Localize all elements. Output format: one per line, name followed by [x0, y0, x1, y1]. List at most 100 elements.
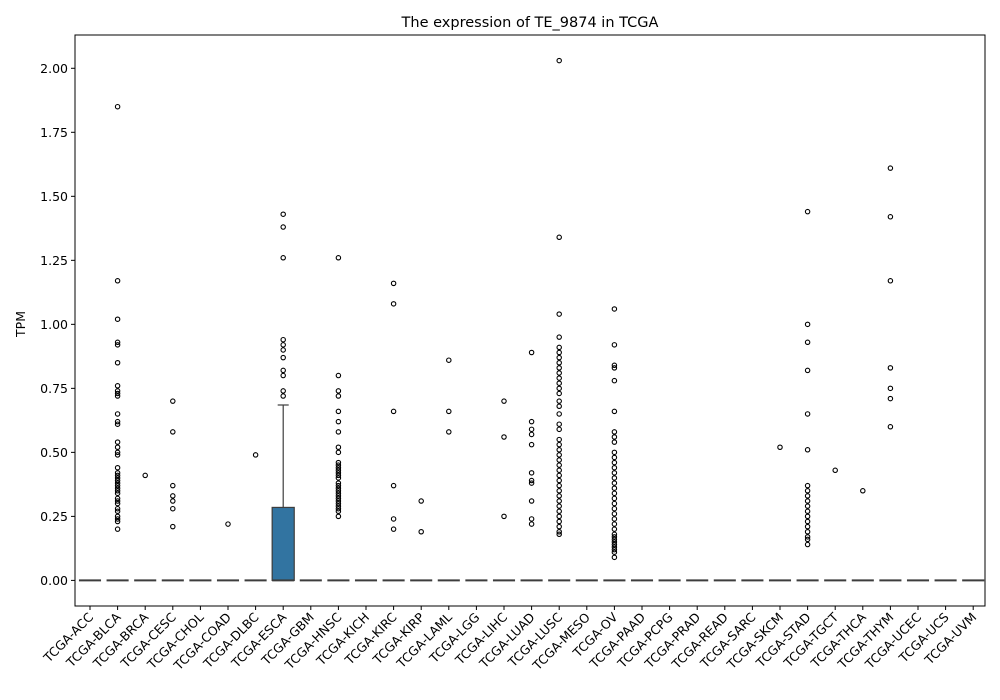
outlier-point — [446, 408, 452, 415]
outlier-point — [611, 521, 618, 527]
outlier-point — [114, 339, 121, 346]
outlier-point — [114, 452, 121, 458]
outlier-point — [528, 470, 535, 476]
outlier-point — [114, 482, 121, 489]
box-tcga-stad — [796, 208, 819, 582]
outlier-point — [611, 434, 618, 440]
outlier-point — [556, 447, 562, 453]
outlier-point — [556, 344, 562, 351]
outlier-point — [114, 444, 121, 450]
outlier-point — [887, 165, 894, 171]
outlier-point — [114, 359, 121, 366]
outlier-point — [804, 523, 811, 530]
outlier-point — [335, 467, 342, 474]
outlier-point — [556, 359, 562, 366]
outlier-point — [335, 470, 342, 476]
outlier-point — [611, 539, 618, 545]
outlier-point — [335, 503, 342, 509]
outlier-point — [390, 301, 397, 307]
outlier-point — [556, 365, 562, 371]
outlier-point — [804, 411, 811, 417]
outlier-point — [556, 528, 562, 535]
box-iqr — [271, 506, 295, 581]
outlier-point — [114, 500, 121, 507]
outlier-point — [556, 457, 562, 463]
outlier-point — [556, 411, 562, 417]
outlier-point — [804, 367, 811, 374]
outlier-point — [556, 334, 562, 340]
outlier-point — [335, 388, 342, 394]
outlier-point — [556, 493, 562, 499]
outlier-point — [335, 475, 342, 481]
outlier-point — [556, 531, 562, 538]
y-tick-label: 1.00 — [40, 317, 68, 332]
plot-area — [78, 57, 985, 582]
outlier-point — [611, 495, 618, 502]
outlier-point — [556, 57, 562, 64]
y-tick-label: 0.75 — [40, 381, 68, 396]
outlier-point — [528, 431, 535, 438]
outlier-point — [390, 516, 397, 522]
outlier-point — [556, 370, 562, 376]
outlier-point — [887, 365, 894, 371]
box-tcga-thym — [879, 165, 902, 582]
box-tcga-kirc — [382, 280, 405, 582]
outlier-point — [335, 464, 342, 471]
outlier-point — [556, 398, 562, 404]
outlier-point — [335, 408, 342, 415]
outlier-point — [335, 255, 342, 261]
outlier-point — [556, 472, 562, 479]
y-tick-label: 2.00 — [40, 61, 68, 76]
outlier-point — [556, 234, 562, 241]
outlier-point — [114, 449, 121, 456]
outlier-point — [114, 383, 121, 389]
outlier-point — [335, 372, 342, 379]
outlier-point — [114, 388, 121, 394]
outlier-point — [832, 467, 838, 474]
outlier-point — [611, 475, 618, 481]
outlier-point — [390, 526, 397, 532]
outlier-point — [446, 429, 452, 435]
outlier-point — [335, 493, 342, 499]
box-tcga-tgct — [824, 467, 847, 582]
outlier-point — [335, 513, 342, 520]
box-tcga-hnsc — [327, 255, 350, 582]
outlier-point — [114, 488, 121, 494]
outlier-point — [170, 398, 176, 404]
outlier-point — [804, 488, 811, 494]
outlier-point — [114, 526, 121, 532]
outlier-point — [142, 472, 148, 479]
outlier-point — [804, 528, 811, 535]
box-tcga-cesc — [161, 398, 184, 582]
outlier-point — [611, 541, 618, 548]
outlier-point — [280, 342, 286, 348]
outlier-point — [446, 357, 452, 363]
outlier-point — [114, 470, 121, 476]
outlier-point — [611, 362, 618, 369]
outlier-point — [556, 477, 562, 484]
outlier-point — [611, 549, 618, 555]
outlier-point — [114, 508, 121, 515]
outlier-point — [335, 508, 342, 515]
outlier-point — [528, 498, 535, 504]
outlier-point — [611, 516, 618, 522]
outlier-point — [170, 498, 176, 504]
outlier-point — [611, 500, 618, 507]
outlier-point — [390, 408, 397, 415]
outlier-point — [611, 490, 618, 497]
box-tcga-blca — [106, 103, 129, 582]
outlier-point — [114, 490, 121, 497]
outlier-point — [804, 534, 811, 540]
y-axis-label: TPM — [13, 311, 28, 338]
outlier-point — [280, 393, 286, 399]
outlier-point — [804, 508, 811, 515]
outlier-point — [556, 421, 562, 427]
outlier-point — [114, 505, 121, 512]
outlier-point — [611, 306, 618, 312]
outlier-point — [225, 521, 231, 527]
outlier-point — [335, 472, 342, 479]
box-tcga-skcm — [768, 444, 792, 582]
outlier-point — [556, 523, 562, 530]
outlier-point — [556, 375, 562, 381]
